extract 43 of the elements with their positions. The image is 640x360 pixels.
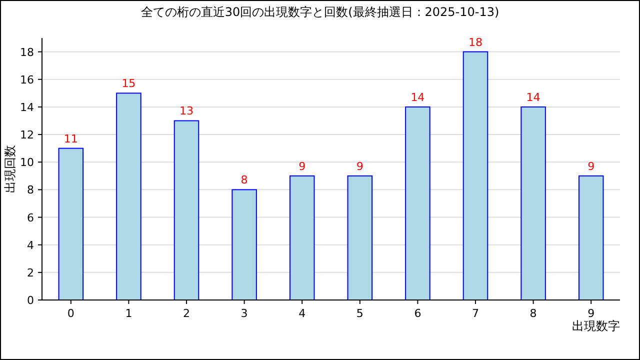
bar: [116, 92, 142, 300]
x-tick-label: 5: [356, 307, 364, 320]
bar: [174, 120, 200, 300]
bar: [347, 175, 373, 300]
data-label: 14: [526, 90, 540, 104]
data-label: 9: [356, 160, 364, 173]
bar: [462, 51, 488, 300]
data-label: 15: [122, 77, 136, 90]
data-label: 8: [240, 174, 248, 187]
x-tick-label: 7: [472, 307, 479, 320]
data-label: 14: [410, 90, 425, 104]
x-tick-label: 4: [298, 307, 306, 320]
x-tick-label: 9: [588, 307, 595, 320]
y-tick-label: 8: [27, 184, 34, 197]
x-tick-label: 8: [530, 307, 537, 320]
data-label: 9: [588, 160, 595, 173]
chart-title: 全ての桁の直近30回の出現数字と回数(最終抽選日：2025-10-13): [140, 5, 500, 19]
y-axis-title: 出現回数: [3, 145, 17, 193]
data-label: 18: [468, 36, 482, 49]
bar: [578, 175, 604, 300]
x-tick-label: 1: [125, 307, 132, 320]
bar: [232, 189, 257, 300]
x-axis-title: 出現数字: [572, 319, 620, 333]
y-tick-label: 18: [20, 46, 34, 59]
y-tick-label: 12: [20, 128, 34, 142]
y-tick-label: 4: [27, 238, 34, 252]
data-label: 13: [180, 104, 194, 118]
y-tick-label: 14: [20, 100, 34, 114]
y-tick-label: 2: [27, 266, 34, 280]
bar: [289, 175, 315, 300]
x-tick-label: 0: [67, 307, 74, 320]
bar: [58, 148, 84, 300]
y-tick-label: 16: [20, 73, 34, 86]
x-tick-label: 2: [183, 307, 190, 320]
y-tick-label: 0: [27, 294, 34, 307]
x-tick-label: 6: [414, 307, 422, 320]
bar: [405, 106, 430, 300]
y-tick-label: 10: [20, 156, 34, 170]
data-label: 11: [64, 132, 78, 146]
data-label: 9: [298, 160, 306, 173]
y-tick-label: 6: [27, 211, 34, 224]
x-tick-label: 3: [240, 307, 248, 320]
bar: [520, 106, 546, 300]
